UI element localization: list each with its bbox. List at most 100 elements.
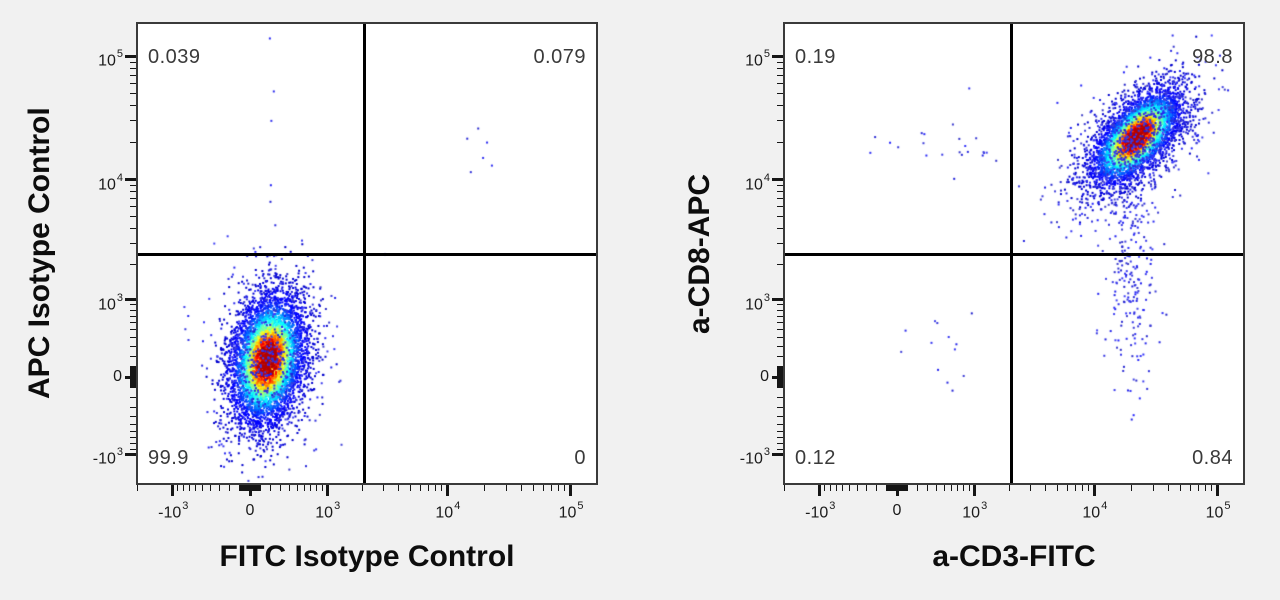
- y-minor-tick: [130, 216, 136, 218]
- x-minor-tick: [1211, 485, 1213, 491]
- y-minor-tick: [130, 448, 136, 450]
- y-tick-label: 0: [760, 368, 769, 385]
- y-tick-label: 105: [745, 48, 770, 70]
- y-minor-tick: [130, 355, 136, 357]
- y-minor-tick: [130, 227, 136, 229]
- y-minor-tick: [130, 380, 136, 382]
- y-minor-tick: [130, 437, 136, 439]
- x-minor-tick: [829, 485, 831, 491]
- y-minor-tick: [130, 191, 136, 193]
- x-minor-tick: [288, 485, 290, 491]
- x-minor-tick: [550, 485, 552, 491]
- x-minor-tick: [270, 485, 272, 491]
- y-minor-tick: [777, 383, 783, 385]
- quadrant-gate-horizontal-line: [138, 252, 596, 256]
- y-tick-label: 0: [113, 368, 122, 385]
- y-minor-tick: [777, 370, 783, 372]
- quadrant-stat-lower-left: 0.12: [795, 447, 836, 469]
- y-tick-label: 105: [98, 48, 123, 70]
- y-minor-tick: [130, 370, 136, 372]
- y-major-tick: [125, 298, 136, 302]
- y-axis-ticks: -103 0 103 104 105: [72, 22, 136, 485]
- x-minor-tick: [1189, 485, 1191, 491]
- y-minor-tick: [130, 75, 136, 77]
- x-minor-tick: [968, 485, 970, 491]
- x-minor-tick: [886, 485, 888, 491]
- x-minor-tick: [901, 485, 903, 491]
- x-minor-tick: [835, 485, 837, 491]
- x-minor-tick: [899, 485, 901, 491]
- y-minor-tick: [777, 206, 783, 208]
- y-minor-tick: [777, 216, 783, 218]
- y-minor-tick: [777, 67, 783, 69]
- x-minor-tick: [303, 485, 305, 491]
- x-major-tick: [445, 485, 449, 496]
- x-minor-tick: [228, 485, 230, 491]
- y-minor-tick: [777, 374, 783, 376]
- x-minor-tick: [188, 485, 190, 491]
- y-minor-tick: [130, 264, 136, 266]
- quadrant-stat-lower-right: 0: [574, 447, 586, 469]
- x-major-tick: [1092, 485, 1096, 496]
- y-minor-tick: [777, 371, 783, 373]
- y-minor-tick: [130, 381, 136, 383]
- y-minor-tick: [130, 374, 136, 376]
- x-minor-tick: [310, 485, 312, 491]
- x-minor-tick: [238, 485, 240, 491]
- y-minor-tick: [777, 382, 783, 384]
- y-tick-label: 104: [745, 171, 770, 193]
- x-minor-tick: [898, 485, 900, 491]
- x-minor-tick: [906, 485, 908, 491]
- y-minor-tick: [777, 380, 783, 382]
- y-minor-tick: [130, 184, 136, 186]
- x-minor-tick: [240, 485, 242, 491]
- x-major-tick: [1216, 485, 1220, 496]
- x-minor-tick: [1074, 485, 1076, 491]
- y-minor-tick: [777, 346, 783, 348]
- x-tick-label: 103: [315, 500, 341, 522]
- x-minor-tick: [935, 485, 937, 491]
- y-minor-tick: [130, 346, 136, 348]
- y-major-tick: [772, 178, 783, 182]
- y-tick-label: 104: [98, 171, 123, 193]
- x-minor-tick: [398, 485, 400, 491]
- y-minor-tick: [777, 385, 783, 387]
- y-minor-tick: [777, 184, 783, 186]
- y-minor-tick: [130, 371, 136, 373]
- x-minor-tick: [182, 485, 184, 491]
- x-minor-tick: [857, 485, 859, 491]
- x-minor-tick: [242, 485, 244, 491]
- quadrant-stat-upper-right: 98.8: [1192, 46, 1233, 68]
- y-minor-tick: [777, 355, 783, 357]
- y-minor-tick: [777, 437, 783, 439]
- y-minor-tick: [777, 191, 783, 193]
- y-tick-label: -103: [739, 446, 770, 468]
- x-major-tick: [171, 485, 175, 496]
- y-minor-tick: [130, 383, 136, 385]
- quadrant-stat-upper-right: 0.079: [533, 46, 586, 68]
- x-minor-tick: [316, 485, 318, 491]
- x-minor-tick: [260, 485, 262, 491]
- x-minor-tick: [891, 485, 893, 491]
- x-minor-tick: [532, 485, 534, 491]
- y-minor-tick: [777, 367, 783, 369]
- y-minor-tick: [777, 309, 783, 311]
- x-minor-tick: [784, 485, 786, 491]
- x-axis-ticks: -103 0 103 104 105: [783, 485, 1245, 533]
- x-tick-label: 105: [1205, 500, 1231, 522]
- x-minor-tick: [245, 485, 247, 491]
- x-minor-tick: [885, 485, 887, 491]
- y-minor-tick: [130, 385, 136, 387]
- x-tick-label: 0: [245, 502, 255, 519]
- x-minor-tick: [382, 485, 384, 491]
- x-minor-tick: [521, 485, 523, 491]
- y-tick-label: 103: [745, 291, 770, 314]
- y-axis-title: a-CD8-APC: [683, 173, 716, 334]
- y-minor-tick: [777, 329, 783, 331]
- x-tick-label: -103: [158, 500, 189, 522]
- y-major-tick: [772, 54, 783, 58]
- x-minor-tick: [824, 485, 826, 491]
- x-minor-tick: [950, 485, 952, 491]
- x-minor-tick: [210, 485, 212, 491]
